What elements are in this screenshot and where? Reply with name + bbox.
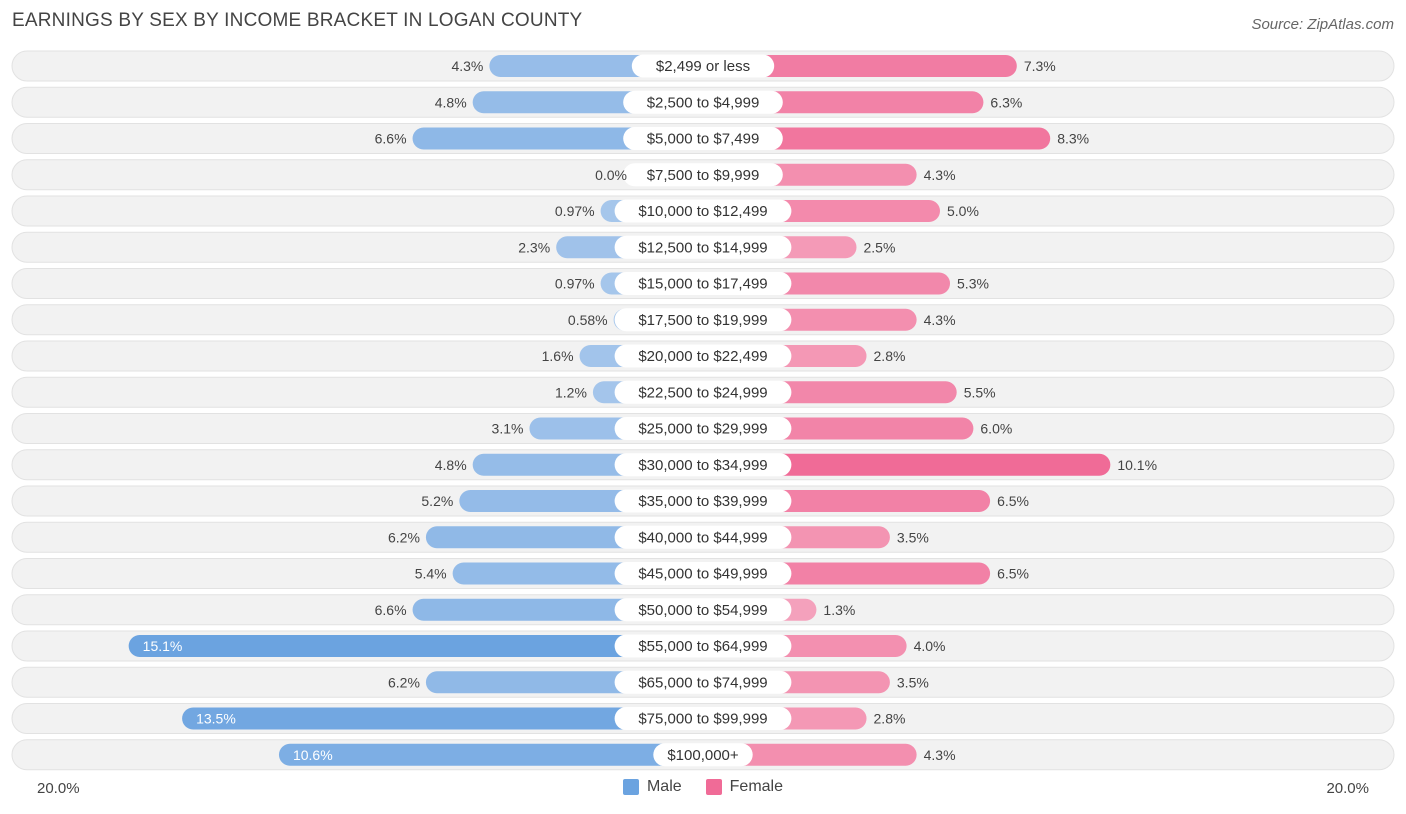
category-label-bg [614, 272, 792, 295]
value-label-female: 3.5% [897, 529, 929, 545]
value-label-male: 6.2% [388, 674, 420, 690]
value-label-female: 4.3% [924, 167, 956, 183]
value-label-female: 5.5% [964, 384, 996, 400]
category-label-bg [614, 598, 792, 622]
value-label-male: 1.2% [555, 384, 587, 400]
category-label-bg [614, 380, 792, 404]
value-label-male: 10.6% [293, 747, 333, 763]
axis-left-label: 20.0% [37, 780, 80, 797]
bar-female [703, 453, 1111, 476]
category-label-bg [614, 525, 792, 549]
category-label: $2,499 or less [656, 58, 750, 75]
value-label-male: 1.6% [542, 348, 574, 364]
category-label: $55,000 to $64,999 [638, 638, 767, 655]
category-label: $10,000 to $12,499 [638, 203, 767, 220]
bar-male [278, 743, 703, 766]
category-label-bg [623, 90, 783, 114]
category-label: $40,000 to $44,999 [638, 529, 767, 546]
value-label-male: 3.1% [492, 421, 524, 437]
category-label: $17,500 to $19,999 [638, 312, 767, 329]
category-label-bg [623, 127, 783, 150]
value-label-female: 6.3% [990, 94, 1022, 110]
value-label-female: 2.5% [864, 239, 896, 255]
value-label-male: 2.3% [518, 239, 550, 255]
category-label: $12,500 to $14,999 [638, 239, 767, 256]
value-label-male: 6.6% [375, 602, 407, 618]
value-label-female: 10.1% [1117, 457, 1157, 473]
value-label-male: 5.2% [421, 493, 453, 509]
category-label-bg [614, 199, 792, 223]
category-label: $20,000 to $22,499 [638, 348, 767, 365]
value-label-male: 15.1% [143, 638, 183, 654]
category-label-bg [614, 562, 792, 585]
category-label: $50,000 to $54,999 [638, 602, 767, 619]
category-label: $30,000 to $34,999 [638, 457, 767, 474]
category-label: $75,000 to $99,999 [638, 711, 767, 728]
category-label: $5,000 to $7,499 [647, 131, 760, 148]
legend-label-female: Female [729, 778, 784, 795]
category-label: $7,500 to $9,999 [647, 167, 760, 184]
value-label-female: 6.5% [997, 566, 1029, 582]
category-label-bg [614, 344, 792, 368]
value-label-male: 4.8% [435, 457, 467, 473]
value-label-female: 5.0% [947, 203, 979, 219]
value-label-male: 4.8% [435, 94, 467, 110]
value-label-male: 0.97% [555, 203, 595, 219]
legend-swatch-female [705, 779, 722, 795]
axis-right-label: 20.0% [1326, 780, 1369, 797]
category-label-bg [614, 670, 792, 694]
value-label-female: 4.3% [924, 747, 956, 763]
category-label: $35,000 to $39,999 [638, 493, 767, 510]
legend-label-male: Male [646, 778, 682, 795]
value-label-male: 6.6% [375, 131, 407, 147]
category-label-bg [623, 163, 783, 187]
category-label-bg [614, 417, 792, 440]
category-label-bg [614, 489, 792, 513]
category-label-bg [614, 308, 792, 332]
bar-female [703, 743, 917, 766]
category-label-bg [614, 453, 792, 477]
value-label-female: 5.3% [957, 276, 989, 292]
legend-swatch-male [622, 779, 639, 795]
category-label-bg [631, 54, 775, 78]
value-label-female: 8.3% [1057, 131, 1089, 147]
value-label-female: 3.5% [897, 674, 929, 690]
legend-item-female[interactable]: Female [705, 778, 784, 796]
value-label-male: 0.58% [568, 312, 608, 328]
bar-male [128, 635, 703, 657]
category-label: $100,000+ [667, 747, 739, 764]
value-label-female: 6.0% [980, 421, 1012, 437]
value-label-male: 5.4% [415, 566, 447, 582]
category-label: $65,000 to $74,999 [638, 674, 767, 691]
category-label-bg [653, 743, 753, 767]
value-label-female: 4.0% [914, 638, 946, 654]
category-label: $2,500 to $4,999 [647, 94, 760, 111]
value-label-female: 2.8% [874, 711, 906, 727]
value-label-female: 2.8% [874, 348, 906, 364]
value-label-female: 1.3% [823, 602, 855, 618]
bar-female [703, 55, 1017, 77]
value-label-male: 0.97% [555, 276, 595, 292]
bar-female [703, 127, 1051, 150]
category-label-bg [614, 707, 792, 730]
source-credit: Source: ZipAtlas.com [1251, 16, 1394, 33]
legend: Male Female [0, 778, 1406, 796]
value-label-female: 6.5% [997, 493, 1029, 509]
value-label-male: 6.2% [388, 529, 420, 545]
value-label-female: 4.3% [924, 312, 956, 328]
category-label: $45,000 to $49,999 [638, 566, 767, 583]
value-label-female: 7.3% [1024, 58, 1056, 74]
category-label: $25,000 to $29,999 [638, 421, 767, 438]
chart-title: EARNINGS BY SEX BY INCOME BRACKET IN LOG… [12, 10, 583, 31]
value-label-male: 4.3% [451, 58, 483, 74]
category-label: $22,500 to $24,999 [638, 384, 767, 401]
category-label-bg [614, 235, 792, 259]
bar-male [182, 707, 704, 730]
category-label-bg [614, 634, 792, 658]
category-label: $15,000 to $17,499 [638, 276, 767, 293]
legend-item-male[interactable]: Male [622, 778, 682, 796]
value-label-male: 0.0% [595, 167, 627, 183]
value-label-male: 13.5% [196, 711, 236, 727]
